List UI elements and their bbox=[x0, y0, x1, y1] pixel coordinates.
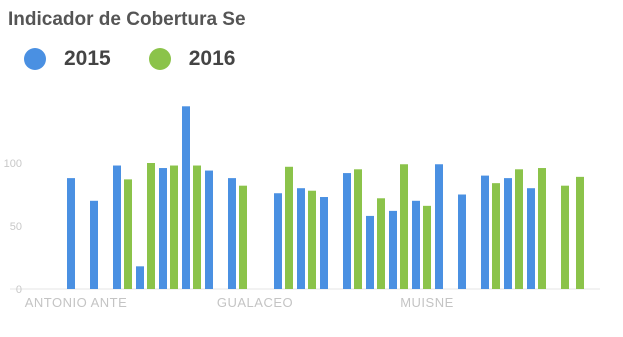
bar-2016[interactable] bbox=[561, 185, 569, 289]
chart-title: Indicador de Cobertura Se bbox=[8, 9, 246, 30]
bar-2016[interactable] bbox=[170, 165, 178, 289]
y-tick-label: 100 bbox=[4, 158, 22, 170]
bar-2016[interactable] bbox=[423, 205, 431, 289]
bar-2015[interactable] bbox=[159, 168, 167, 289]
bar-2016[interactable] bbox=[377, 198, 385, 289]
legend-label-2015: 2015 bbox=[64, 47, 111, 70]
legend-item-2016[interactable]: 2016 bbox=[148, 47, 236, 71]
chart-legend: 2015 2016 bbox=[24, 44, 273, 74]
bar-2015[interactable] bbox=[320, 197, 328, 289]
bar-2015[interactable] bbox=[136, 266, 144, 289]
bar-2016[interactable] bbox=[308, 190, 316, 289]
bar-2015[interactable] bbox=[527, 188, 535, 289]
bar-2016[interactable] bbox=[193, 165, 201, 289]
bar-2015[interactable] bbox=[435, 164, 443, 289]
bar-2016[interactable] bbox=[492, 183, 500, 289]
bar-2015[interactable] bbox=[297, 188, 305, 289]
bar-2015[interactable] bbox=[366, 215, 374, 289]
bar-2015[interactable] bbox=[412, 200, 420, 289]
y-tick-label: 0 bbox=[16, 284, 22, 296]
bar-2016[interactable] bbox=[124, 179, 132, 289]
y-tick-label: 50 bbox=[10, 221, 22, 233]
x-category-label: ANTONIO ANTE bbox=[25, 295, 128, 310]
bar-2016[interactable] bbox=[576, 176, 584, 289]
bar-2015[interactable] bbox=[458, 194, 466, 290]
bar-2015[interactable] bbox=[504, 178, 512, 289]
bar-2015[interactable] bbox=[228, 178, 236, 289]
bar-2016[interactable] bbox=[515, 169, 523, 289]
legend-label-2016: 2016 bbox=[188, 47, 236, 70]
legend-item-2015[interactable]: 2015 bbox=[24, 47, 111, 71]
bar-2015[interactable] bbox=[481, 175, 489, 289]
bar-2015[interactable] bbox=[67, 178, 75, 289]
x-category-label: MUISNE bbox=[400, 295, 454, 310]
bar-2016[interactable] bbox=[239, 185, 247, 289]
legend-swatch-2016 bbox=[148, 48, 171, 70]
bar-2015[interactable] bbox=[343, 173, 351, 289]
bar-2016[interactable] bbox=[354, 169, 362, 289]
bar-2016[interactable] bbox=[400, 164, 408, 289]
bar-2016[interactable] bbox=[285, 166, 293, 289]
legend-swatch-2015 bbox=[24, 48, 46, 70]
bar-2015[interactable] bbox=[113, 165, 121, 289]
bar-2015[interactable] bbox=[274, 193, 282, 289]
bar-2015[interactable] bbox=[205, 170, 213, 289]
bar-2016[interactable] bbox=[147, 163, 155, 289]
bar-2015[interactable] bbox=[90, 200, 98, 289]
bar-2015[interactable] bbox=[182, 106, 190, 289]
x-category-label: GUALACEO bbox=[217, 295, 293, 310]
bar-2015[interactable] bbox=[389, 210, 397, 289]
bar-2016[interactable] bbox=[538, 168, 546, 289]
